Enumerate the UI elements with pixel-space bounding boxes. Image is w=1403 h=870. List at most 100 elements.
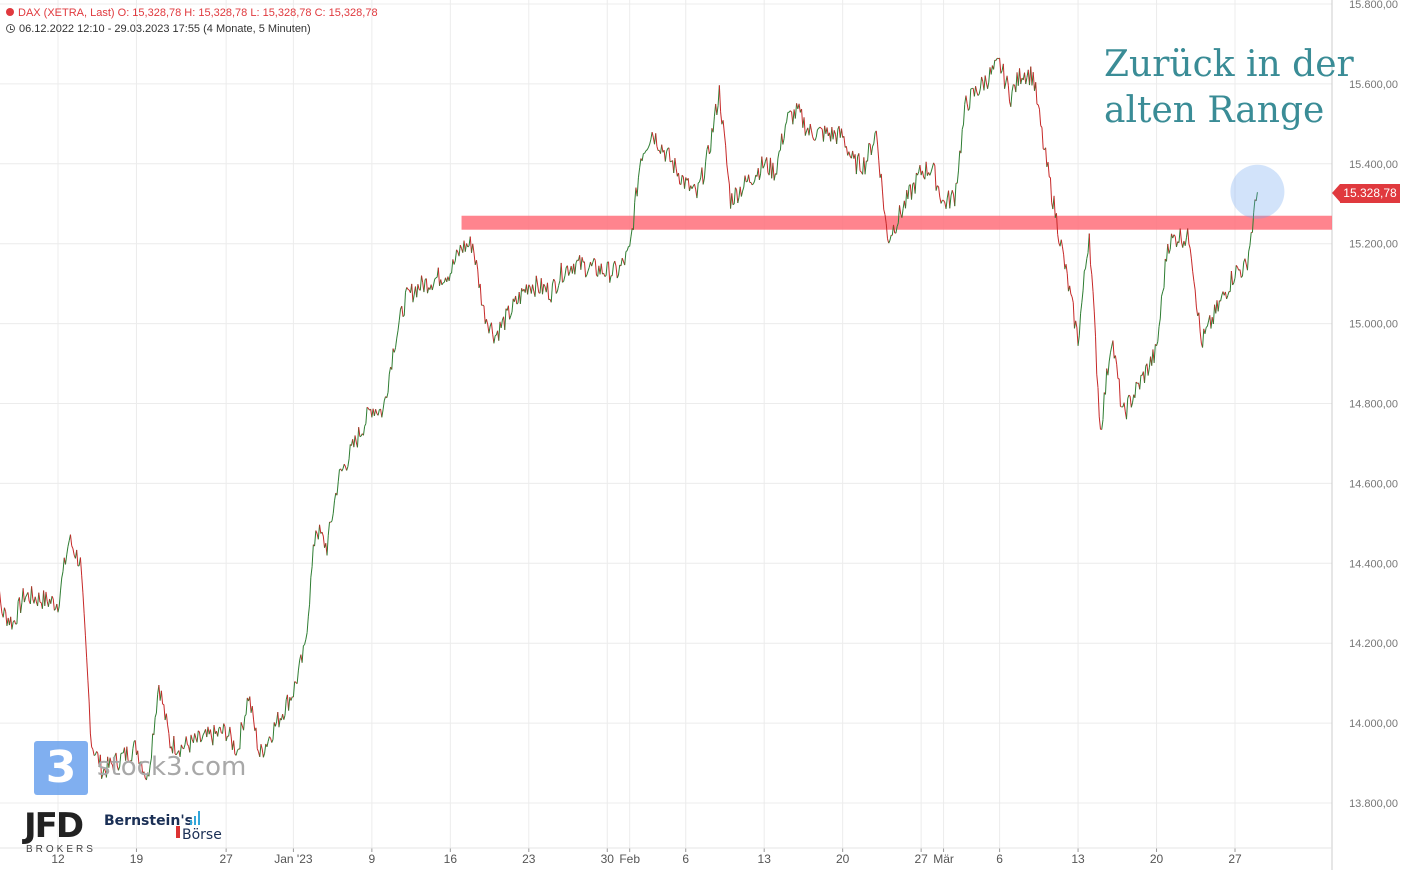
price-segment — [126, 746, 129, 761]
price-segment — [1135, 381, 1138, 384]
price-segment — [568, 271, 571, 276]
price-segment — [185, 736, 188, 745]
price-segment — [783, 125, 786, 139]
price-segment — [1130, 402, 1133, 408]
price-segment — [477, 269, 480, 289]
price-segment — [179, 744, 182, 758]
price-segment — [551, 278, 555, 285]
price-segment — [752, 180, 756, 184]
price-segment — [83, 613, 86, 636]
price-segment — [186, 744, 189, 747]
price-segment — [1217, 300, 1220, 312]
price-segment — [680, 175, 683, 185]
price-segment — [395, 338, 398, 348]
x-tick-label: 13 — [1071, 852, 1085, 866]
price-segment — [562, 280, 565, 283]
price-segment — [691, 186, 694, 189]
price-segment — [798, 103, 801, 113]
price-segment — [416, 284, 419, 298]
price-segment — [812, 136, 815, 141]
price-segment — [86, 657, 89, 681]
price-segment — [1153, 344, 1156, 363]
price-segment — [757, 168, 760, 180]
price-segment — [935, 185, 938, 191]
price-segment — [267, 736, 270, 742]
price-segment — [469, 236, 473, 253]
price-segment — [707, 145, 710, 154]
price-segment — [966, 103, 969, 111]
price-segment — [108, 757, 111, 768]
boerse-mark-icon — [176, 826, 180, 838]
stock3-watermark: stock3.com — [97, 752, 247, 782]
price-segment — [23, 597, 27, 603]
price-segment — [261, 748, 264, 758]
price-segment — [1049, 177, 1053, 203]
price-segment — [421, 275, 424, 283]
price-segment — [454, 249, 458, 261]
price-segment — [646, 147, 649, 151]
price-segment — [1047, 161, 1050, 177]
price-segment — [882, 191, 885, 210]
price-segment — [668, 147, 671, 162]
price-segment — [466, 243, 469, 248]
price-segment — [833, 130, 836, 135]
price-segment — [1184, 237, 1187, 246]
price-segment — [901, 208, 904, 218]
price-segment — [852, 150, 855, 159]
price-segment — [1090, 264, 1093, 275]
price-segment — [509, 315, 512, 320]
price-segment — [27, 592, 30, 602]
price-segment — [110, 762, 113, 766]
price-segment — [353, 435, 356, 448]
price-segment — [342, 464, 345, 469]
price-segment — [822, 125, 826, 142]
annotation-line-2: alten Range — [1104, 90, 1325, 131]
price-segment — [498, 321, 501, 341]
price-segment — [451, 259, 454, 274]
bernstein-logo: Bernstein's — [104, 813, 193, 829]
price-segment — [867, 143, 870, 162]
price-segment — [1237, 267, 1240, 271]
price-segment — [580, 257, 583, 270]
price-segment — [1212, 304, 1216, 325]
price-segment — [1114, 355, 1118, 365]
price-segment — [855, 156, 859, 175]
price-segment — [91, 746, 94, 750]
price-segment — [675, 168, 678, 177]
price-segment — [1165, 244, 1169, 262]
price-segment — [1120, 405, 1122, 408]
price-segment — [976, 91, 979, 96]
price-segment — [103, 768, 106, 771]
price-segment — [482, 304, 485, 307]
range-line: 06.12.2022 12:10 - 29.03.2023 17:55 (4 M… — [19, 23, 311, 35]
price-segment — [564, 267, 567, 276]
price-segment — [440, 279, 443, 285]
price-segment — [999, 58, 1002, 74]
price-segment — [616, 274, 619, 279]
price-segment — [546, 282, 550, 300]
price-segment — [550, 283, 553, 303]
price-segment — [149, 757, 152, 766]
price-segment — [315, 530, 318, 534]
price-segment — [1092, 291, 1095, 312]
price-segment — [779, 133, 783, 151]
price-segment — [464, 243, 468, 252]
price-segment — [647, 144, 651, 148]
price-segment — [789, 110, 792, 113]
price-segment — [223, 723, 226, 727]
y-tick-label: 14.800,00 — [1349, 399, 1398, 411]
price-segment — [600, 263, 603, 275]
price-segment — [772, 162, 775, 181]
price-segment — [305, 632, 308, 640]
price-segment — [131, 748, 134, 762]
price-segment — [411, 283, 414, 303]
price-segment — [1002, 63, 1006, 89]
last-price-tag: 15.328,78 — [1332, 184, 1400, 203]
price-segment — [510, 311, 513, 316]
price-segment — [794, 103, 798, 119]
price-segment — [249, 696, 252, 713]
price-segment — [1035, 82, 1038, 105]
price-segment — [239, 722, 242, 750]
price-segment — [1086, 252, 1089, 259]
